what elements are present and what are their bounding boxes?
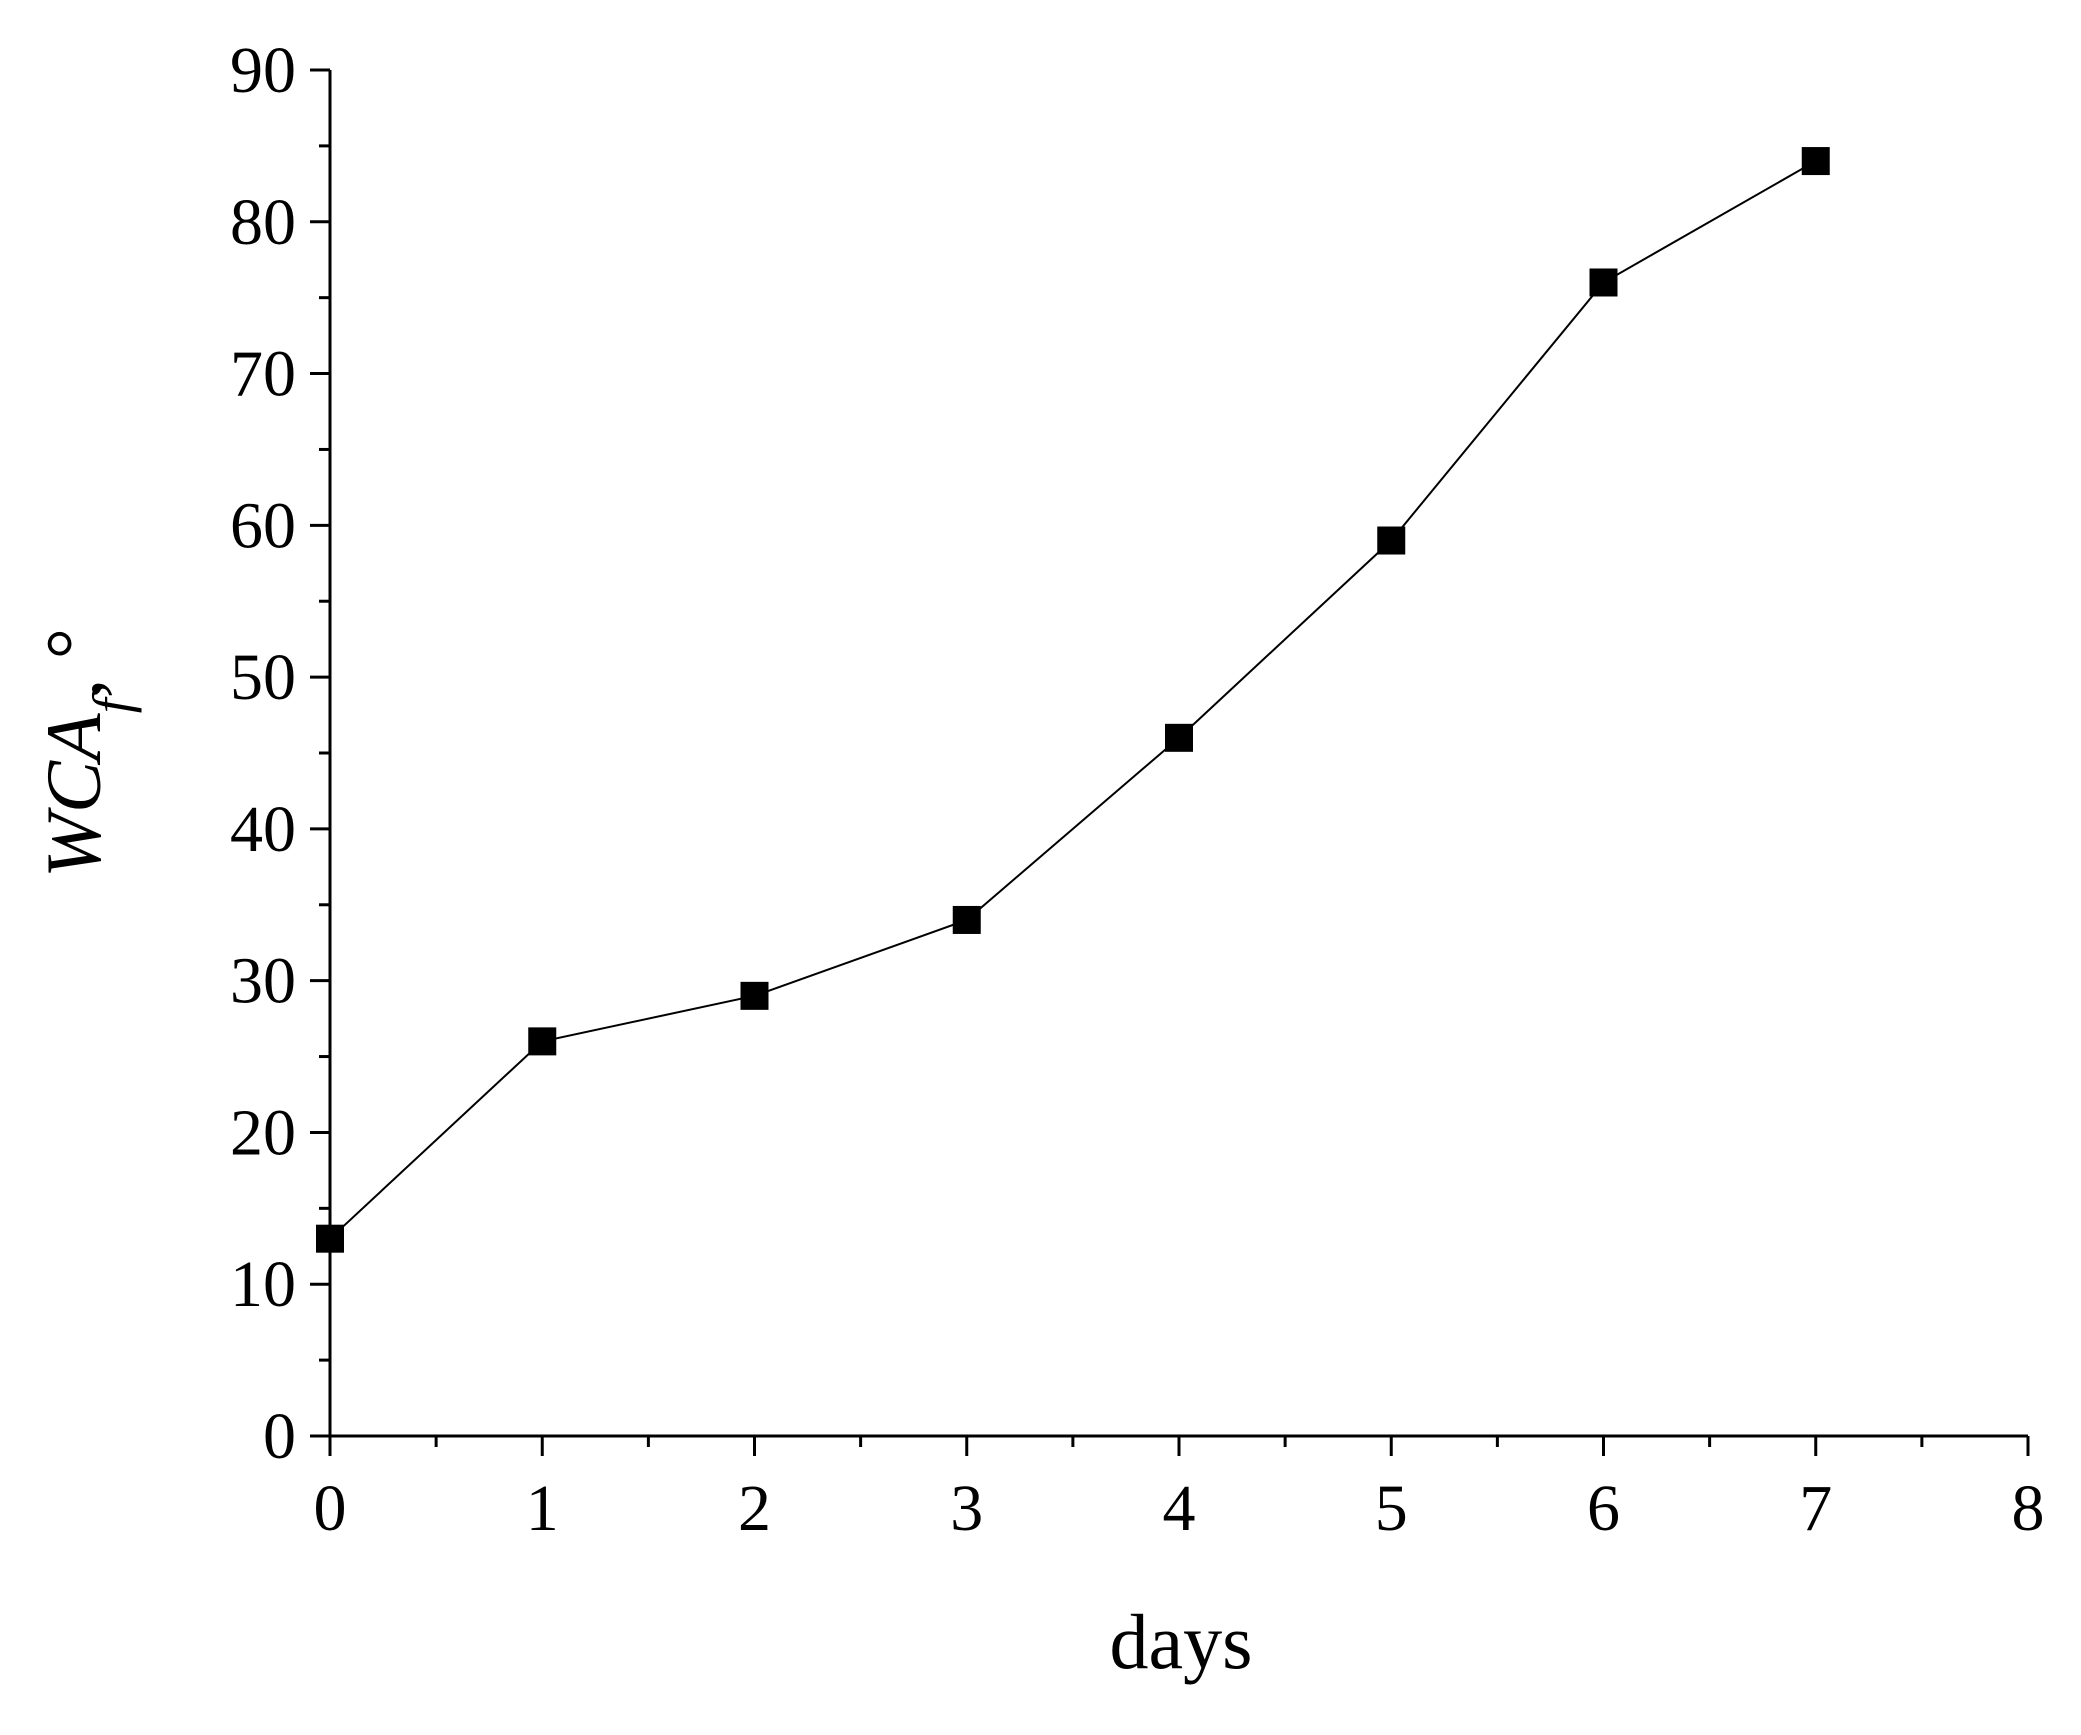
series-line [329,160,1817,1240]
data-point-marker [1589,268,1618,297]
data-point-marker [1165,723,1193,752]
y-tick-label: 70 [230,338,296,411]
data-point-marker [1801,147,1830,176]
y-tick-label: 30 [230,945,296,1018]
data-point-marker [952,905,981,934]
svg-text:WCAf, °: WCAf, ° [30,628,142,878]
x-tick-label: 8 [2012,1472,2045,1545]
y-tick-label: 10 [230,1248,296,1321]
axes [328,70,2028,1438]
data-point-marker [316,1224,344,1253]
x-tick-label: 6 [1587,1472,1620,1545]
x-tick-label: 1 [526,1472,559,1545]
y-tick-label: 20 [230,1096,296,1169]
y-axis-title-suffix: , ° [30,628,117,698]
y-tick-label: 50 [230,641,296,714]
y-tick-label: 60 [230,489,296,562]
x-tick-label: 5 [1375,1472,1408,1545]
x-tick-label: 7 [1799,1472,1832,1545]
data-point-marker [740,981,769,1010]
series-plot [316,147,1830,1253]
x-tick-label: 2 [738,1472,771,1545]
y-tick-label: 90 [230,34,296,107]
y-tick-label: 80 [230,186,296,259]
x-tick-label: 0 [314,1472,347,1545]
data-point-marker [1377,526,1406,555]
x-tick-label: 4 [1163,1472,1196,1545]
y-tick-label: 0 [263,1400,296,1473]
x-tick-label: 3 [950,1472,983,1545]
y-axis-title: WCAf, ° [30,628,142,878]
y-axis-title-main: WCA [30,713,117,878]
y-tick-label: 40 [230,793,296,866]
data-point-marker [528,1027,557,1056]
x-axis-title: days [1110,1598,1253,1685]
